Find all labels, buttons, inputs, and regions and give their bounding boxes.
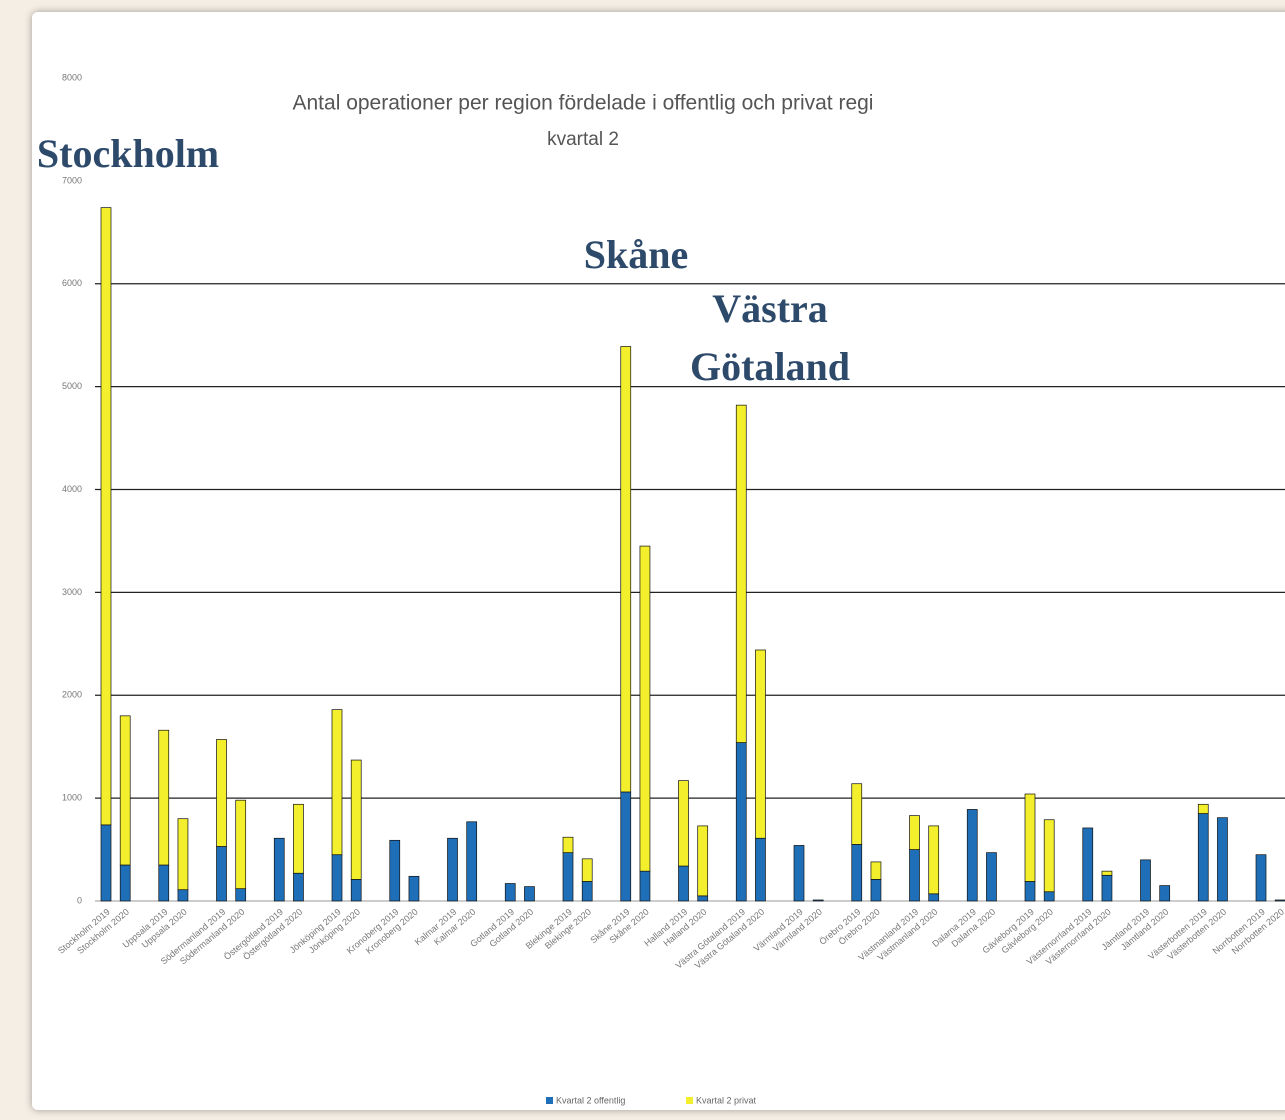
y-tick-label: 5000 <box>62 381 82 391</box>
bar-segment <box>1024 793 1036 882</box>
bar-segment <box>620 791 632 902</box>
bar-segment <box>697 895 709 902</box>
annotation: Västra <box>712 286 828 331</box>
bar-segment <box>755 649 766 839</box>
bar-segment <box>1024 881 1036 902</box>
bar-segment <box>851 783 863 845</box>
bar-segment <box>466 821 478 902</box>
bar-segment <box>812 899 824 902</box>
bar-segment <box>870 861 882 880</box>
bar-segment <box>350 759 362 880</box>
bar-segment <box>1101 874 1113 902</box>
bar-segment <box>158 864 170 902</box>
bar-segment <box>119 864 131 902</box>
bar-segment <box>100 207 112 826</box>
legend-label: Kvartal 2 privat <box>696 1095 757 1105</box>
annotation: Skåne <box>584 232 689 277</box>
bar-segment <box>735 742 747 902</box>
bar-segment <box>581 858 593 882</box>
y-tick-label: 6000 <box>62 278 82 288</box>
bar-segment <box>1101 870 1113 876</box>
bar-segment <box>909 815 920 850</box>
bar-segment <box>1197 813 1209 902</box>
y-tick-label: 8000 <box>62 72 82 82</box>
bar-segment <box>1082 827 1094 902</box>
bar-segment <box>350 879 362 902</box>
bar-segment <box>235 888 247 902</box>
bar-segment <box>293 872 304 902</box>
bar-segment <box>986 852 997 902</box>
bar-segment <box>216 739 227 847</box>
bar-segment <box>1043 819 1055 893</box>
bar-segment <box>389 839 401 902</box>
bar-segment <box>331 854 343 902</box>
bar-segment <box>793 845 805 902</box>
bar-segment <box>851 844 863 902</box>
bar-segment <box>639 870 651 902</box>
bar-segment <box>581 881 593 902</box>
bar-segment <box>235 799 247 890</box>
y-tick-label: 1000 <box>62 793 82 803</box>
annotation: Stockholm <box>37 131 219 176</box>
bar-segment <box>119 715 131 866</box>
bar-segment <box>697 825 709 897</box>
bar-segment <box>1217 817 1228 902</box>
bar-segment <box>177 889 189 902</box>
bar-segment <box>177 818 189 891</box>
bar-segment <box>504 883 516 902</box>
bar-segment <box>1197 803 1209 814</box>
bar-segment <box>678 865 689 902</box>
bar-segment <box>909 849 920 902</box>
bar-segment <box>1043 891 1055 902</box>
bar-segment <box>928 893 940 902</box>
bar-segment <box>562 836 574 853</box>
bar-segment <box>928 825 940 895</box>
bar-segment <box>293 803 304 874</box>
bar-segment <box>1274 899 1285 902</box>
bar-segment <box>447 837 458 902</box>
bar-segment <box>1140 859 1151 902</box>
bar-segment <box>735 404 747 743</box>
bar-segment <box>1159 885 1171 902</box>
y-tick-label: 3000 <box>62 587 82 597</box>
y-tick-label: 4000 <box>62 484 82 494</box>
bar-segment <box>158 729 170 866</box>
legend-label: Kvartal 2 offentlig <box>556 1095 625 1105</box>
y-tick-label: 7000 <box>62 175 82 185</box>
y-tick-label: 2000 <box>62 690 82 700</box>
bar-segment <box>100 824 112 902</box>
bar-segment <box>216 846 227 902</box>
annotation: Götaland <box>690 344 850 389</box>
legend-swatch <box>546 1097 553 1104</box>
y-tick-label: 0 <box>77 895 82 905</box>
bar-segment <box>524 886 535 902</box>
chart-title: Antal operationer per region fördelade i… <box>293 92 874 115</box>
bar-segment <box>870 879 882 902</box>
bar-segment <box>639 545 651 872</box>
chart-subtitle: kvartal 2 <box>547 129 619 150</box>
bar-segment <box>678 780 689 867</box>
chart-frame <box>32 12 1285 1110</box>
bar-segment <box>562 852 574 902</box>
bar-segment <box>620 346 632 793</box>
bar-segment <box>331 709 343 856</box>
bar-segment <box>408 875 420 902</box>
bar-segment <box>1255 854 1267 902</box>
legend-swatch <box>686 1097 693 1104</box>
bar-segment <box>755 837 766 902</box>
bar-segment <box>273 837 285 902</box>
bar-segment <box>966 809 978 902</box>
